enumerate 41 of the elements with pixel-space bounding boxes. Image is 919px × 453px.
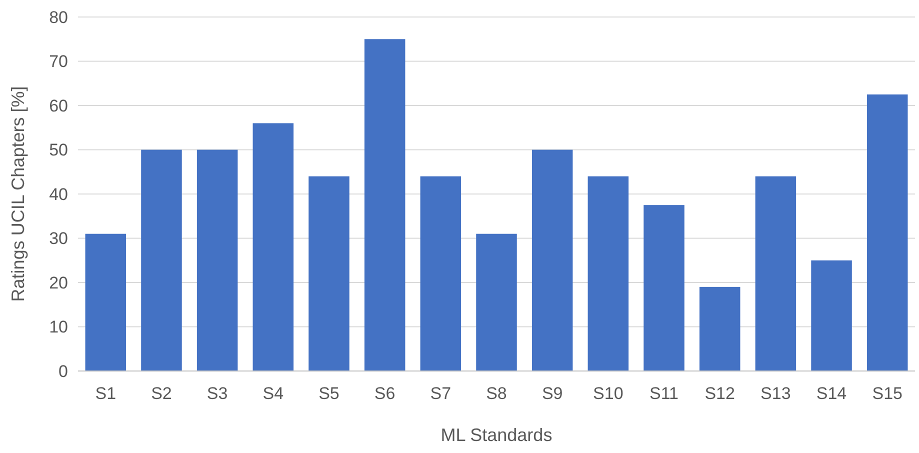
bar bbox=[755, 176, 796, 371]
y-tick-label: 20 bbox=[49, 273, 68, 292]
bar bbox=[699, 286, 740, 371]
x-tick-label: S13 bbox=[760, 384, 791, 403]
bar bbox=[588, 176, 629, 371]
x-tick-label: S1 bbox=[95, 384, 116, 403]
y-axis-title: Ratings UCIL Chapters [%] bbox=[8, 86, 28, 302]
x-tick-label: S6 bbox=[374, 384, 396, 403]
bar bbox=[644, 205, 684, 371]
bar bbox=[196, 150, 238, 371]
bar bbox=[141, 150, 182, 371]
y-tick-label: 80 bbox=[49, 8, 68, 27]
bar bbox=[308, 176, 350, 371]
bar bbox=[364, 39, 406, 371]
y-tick-label: 50 bbox=[49, 140, 68, 160]
bar bbox=[252, 123, 294, 371]
x-tick-label: S8 bbox=[486, 384, 507, 403]
x-tick-label: S7 bbox=[430, 384, 452, 403]
x-tick-label: S9 bbox=[542, 384, 563, 403]
x-tick-label: S15 bbox=[872, 384, 902, 403]
y-tick-label: 40 bbox=[49, 184, 68, 204]
x-tick-label: S2 bbox=[151, 384, 172, 403]
y-tick-label: 60 bbox=[49, 96, 68, 116]
x-tick-label: S5 bbox=[318, 384, 340, 403]
bar bbox=[420, 176, 462, 371]
y-tick-label: 70 bbox=[49, 52, 68, 72]
bar bbox=[866, 94, 908, 371]
x-tick-label: S14 bbox=[816, 384, 847, 403]
x-tick-label: S12 bbox=[704, 384, 735, 403]
bar bbox=[811, 260, 852, 371]
y-tick-label: 0 bbox=[58, 362, 68, 381]
y-tick-label: 30 bbox=[49, 229, 68, 248]
bar bbox=[532, 150, 573, 371]
bar bbox=[476, 234, 517, 371]
x-tick-label: S11 bbox=[650, 384, 679, 403]
x-tick-label: S4 bbox=[262, 384, 284, 403]
x-axis-title: ML Standards bbox=[440, 425, 552, 445]
x-tick-label: S10 bbox=[593, 384, 624, 403]
bar bbox=[85, 234, 126, 371]
x-tick-label: S3 bbox=[206, 384, 228, 403]
y-tick-label: 10 bbox=[49, 318, 68, 337]
